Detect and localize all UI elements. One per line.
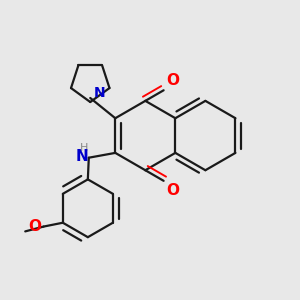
Text: O: O xyxy=(166,183,179,198)
Text: N: N xyxy=(76,149,88,164)
Text: N: N xyxy=(94,86,106,100)
Text: H: H xyxy=(80,143,88,153)
Text: O: O xyxy=(28,219,41,234)
Text: O: O xyxy=(166,74,179,88)
